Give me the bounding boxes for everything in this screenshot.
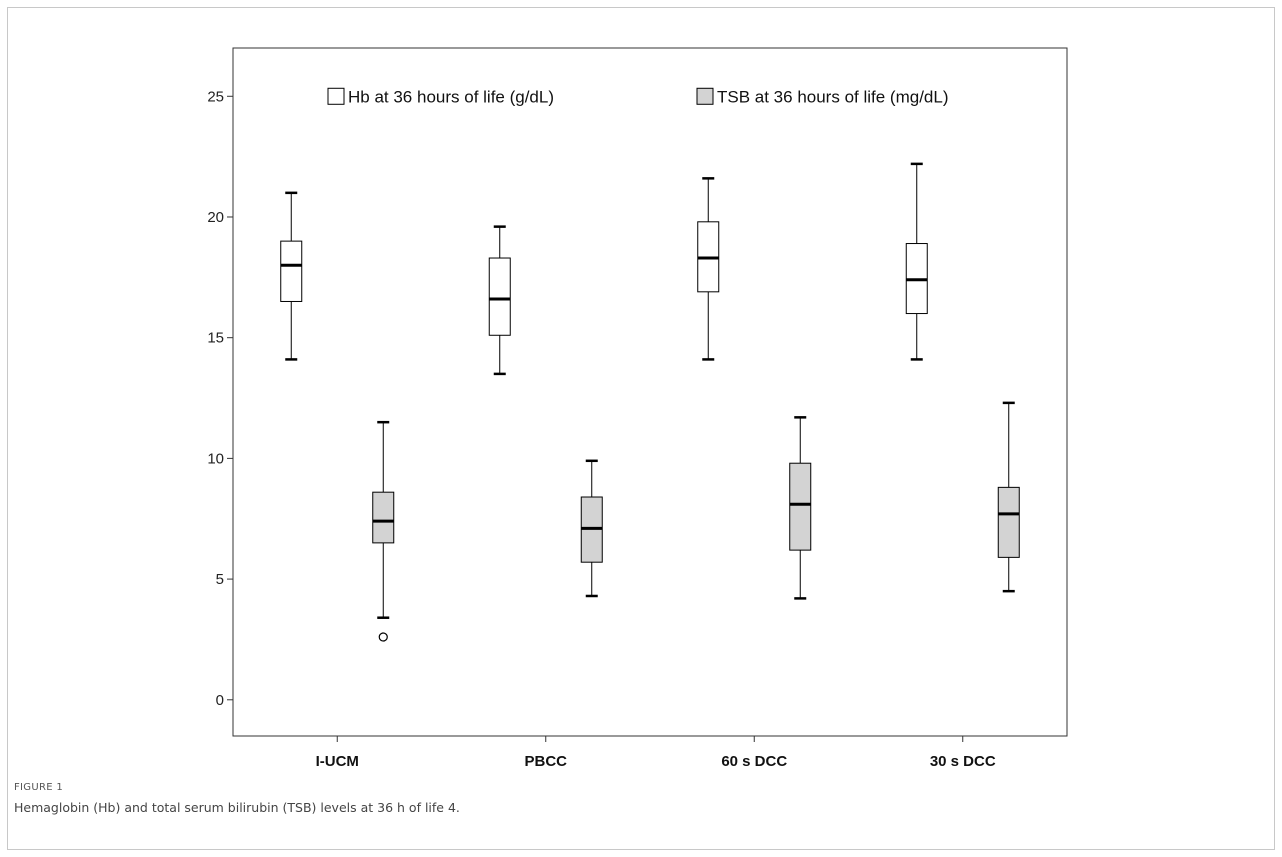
box-groups — [280, 162, 1020, 642]
box-iqr — [488, 257, 511, 336]
legend-swatch — [696, 87, 714, 105]
box-hb-3 — [905, 162, 928, 361]
legend: Hb at 36 hours of life (g/dL) TSB at 36 h… — [327, 87, 949, 106]
box-tsb-2 — [789, 416, 812, 600]
x-category-label: 60 s DCC — [721, 753, 787, 770]
y-tick-label: 5 — [216, 571, 224, 588]
box-iqr — [789, 462, 812, 551]
y-tick-label: 10 — [207, 450, 224, 467]
box-tsb-0 — [372, 420, 395, 642]
y-tick-label: 0 — [216, 692, 224, 709]
plot-area — [232, 47, 1068, 737]
box-iqr — [372, 491, 395, 544]
box-hb-0 — [280, 191, 303, 361]
boxplot-chart: 0 5 10 15 20 25 I-UCM PBCC 60 s DCC 30 s DCC Hb … — [207, 47, 1068, 770]
box-hb-2 — [697, 177, 720, 361]
box-tsb-1 — [580, 459, 603, 598]
figure-caption: Hemaglobin (Hb) and total serum bilirubi… — [14, 800, 460, 815]
figure-frame — [7, 7, 1275, 850]
y-tick-label: 15 — [207, 330, 224, 347]
x-axis: I-UCM PBCC 60 s DCC 30 s DCC — [316, 736, 996, 770]
x-category-label: 30 s DCC — [930, 753, 996, 770]
figure-label: FIGURE 1 — [14, 782, 63, 793]
legend-label: Hb at 36 hours of life (g/dL) — [348, 87, 554, 106]
x-category-label: PBCC — [524, 753, 567, 770]
outlier-point — [378, 632, 388, 642]
legend-swatch — [327, 87, 345, 105]
box-iqr — [280, 240, 303, 302]
legend-label: TSB at 36 hours of life (mg/dL) — [717, 87, 949, 106]
x-category-label: I-UCM — [316, 753, 359, 770]
y-tick-label: 20 — [207, 209, 224, 226]
box-iqr — [997, 486, 1020, 558]
box-hb-1 — [488, 225, 511, 376]
y-axis: 0 5 10 15 20 25 — [207, 88, 233, 709]
y-tick-label: 25 — [207, 88, 224, 105]
box-tsb-3 — [997, 401, 1020, 593]
